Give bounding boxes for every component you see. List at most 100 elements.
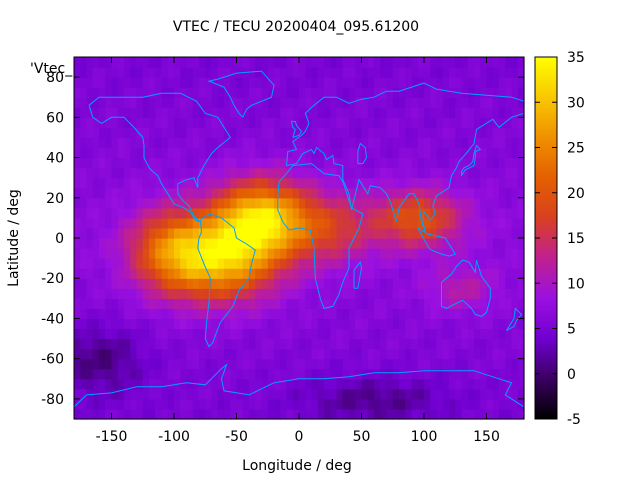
heatmap-cell	[99, 338, 106, 350]
heatmap-cell	[186, 318, 194, 330]
heatmap-cell	[180, 97, 188, 108]
heatmap-cell	[492, 238, 500, 249]
heatmap-cell	[174, 358, 181, 370]
heatmap-cell	[461, 348, 469, 360]
heatmap-cell	[161, 338, 169, 350]
heatmap-cell	[486, 368, 494, 380]
heatmap-cell	[261, 97, 269, 108]
heatmap-cell	[255, 77, 263, 88]
heatmap-cell	[330, 408, 338, 420]
heatmap-cell	[299, 127, 306, 139]
heatmap-cell	[92, 248, 100, 259]
heatmap-cell	[105, 318, 113, 330]
heatmap-cell	[405, 67, 413, 78]
heatmap-cell	[455, 248, 463, 259]
heatmap-cell	[274, 238, 281, 249]
heatmap-cell	[305, 227, 313, 239]
heatmap-cell	[99, 187, 106, 199]
heatmap-cell	[211, 288, 219, 299]
heatmap-cell	[261, 67, 269, 78]
heatmap-cell	[224, 258, 231, 269]
colorbar-tick-label: 10	[567, 276, 585, 292]
heatmap-cell	[461, 97, 469, 108]
heatmap-cell	[217, 207, 225, 219]
heatmap-cell	[380, 137, 388, 149]
heatmap-cell	[224, 338, 231, 350]
heatmap-cell	[511, 268, 519, 279]
heatmap-cell	[505, 368, 513, 380]
heatmap-cell	[180, 248, 188, 259]
heatmap-cell	[286, 278, 294, 289]
heatmap-cell	[361, 67, 369, 78]
heatmap-cell	[355, 87, 363, 98]
heatmap-cell	[124, 388, 131, 400]
heatmap-cell	[342, 227, 350, 239]
heatmap-cell	[261, 318, 269, 330]
heatmap-cell	[467, 328, 475, 340]
heatmap-cell	[249, 268, 256, 279]
heatmap-cell	[92, 238, 100, 249]
heatmap-cell	[99, 207, 106, 219]
heatmap-cell	[505, 378, 513, 390]
heatmap-cell	[136, 288, 144, 299]
heatmap-cell	[161, 157, 169, 169]
heatmap-cell	[180, 368, 188, 380]
heatmap-cell	[386, 217, 394, 229]
heatmap-cell	[92, 177, 100, 189]
heatmap-cell	[436, 67, 444, 78]
heatmap-cell	[330, 57, 338, 68]
heatmap-cell	[436, 77, 444, 88]
heatmap-cell	[367, 328, 375, 340]
heatmap-cell	[142, 308, 150, 320]
heatmap-cell	[167, 107, 175, 118]
heatmap-cell	[217, 258, 225, 269]
heatmap-cell	[249, 258, 256, 269]
heatmap-cell	[105, 217, 113, 229]
heatmap-cell	[474, 147, 481, 159]
heatmap-cell	[255, 87, 263, 98]
heatmap-cell	[505, 308, 513, 320]
heatmap-cell	[380, 348, 388, 360]
heatmap-cell	[174, 157, 181, 169]
heatmap-cell	[424, 238, 431, 249]
heatmap-cell	[417, 137, 425, 149]
heatmap-cell	[111, 97, 119, 108]
heatmap-cell	[367, 57, 375, 68]
heatmap-cell	[455, 338, 463, 350]
heatmap-cell	[355, 57, 363, 68]
heatmap-cell	[467, 398, 475, 410]
heatmap-cell	[180, 127, 188, 139]
heatmap-cell	[511, 378, 519, 390]
heatmap-cell	[436, 328, 444, 340]
heatmap-cell	[361, 408, 369, 420]
heatmap-cell	[161, 177, 169, 189]
heatmap-cell	[305, 378, 313, 390]
heatmap-cell	[499, 187, 506, 199]
heatmap-cell	[242, 288, 250, 299]
heatmap-cell	[199, 258, 206, 269]
heatmap-cell	[317, 388, 325, 400]
heatmap-cell	[292, 328, 300, 340]
coastline-segment	[277, 163, 364, 309]
heatmap-cell	[386, 77, 394, 88]
heatmap-cell	[455, 97, 463, 108]
heatmap-cell	[517, 157, 525, 169]
heatmap-cell	[236, 197, 244, 209]
heatmap-cell	[99, 197, 106, 209]
heatmap-cell	[280, 398, 288, 410]
heatmap-cell	[367, 298, 375, 309]
heatmap-cell	[299, 368, 306, 380]
heatmap-cell	[217, 147, 225, 159]
heatmap-cell	[336, 338, 344, 350]
heatmap-cell	[111, 288, 119, 299]
heatmap-cell	[99, 308, 106, 320]
heatmap-cell	[324, 127, 331, 139]
heatmap-cell	[474, 97, 481, 108]
coastlines	[73, 70, 525, 408]
heatmap-cell	[486, 398, 494, 410]
heatmap-cell	[99, 97, 106, 108]
heatmap-cell	[99, 238, 106, 249]
heatmap-cell	[117, 268, 125, 279]
heatmap-cell	[517, 97, 525, 108]
heatmap-cell	[155, 378, 163, 390]
